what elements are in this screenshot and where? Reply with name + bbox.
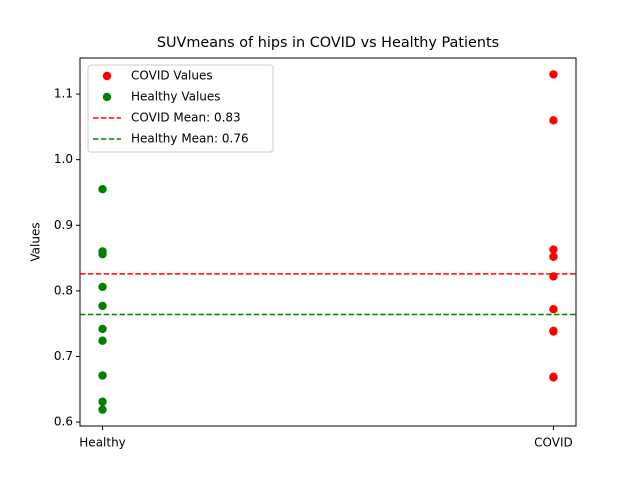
point bbox=[549, 272, 558, 281]
y-tick-label: 1.1 bbox=[54, 87, 73, 101]
legend-box bbox=[87, 64, 274, 153]
point bbox=[98, 397, 107, 406]
x-tick-label: Healthy bbox=[79, 436, 126, 450]
point bbox=[549, 373, 558, 382]
point bbox=[98, 282, 107, 292]
point bbox=[549, 70, 558, 79]
x-tick-label: COVID bbox=[534, 436, 573, 450]
point bbox=[549, 305, 558, 314]
point bbox=[98, 324, 107, 334]
point bbox=[549, 245, 558, 254]
y-tick-label: 0.7 bbox=[54, 349, 73, 363]
legend-label: Healthy Values bbox=[131, 90, 221, 104]
legend-marker bbox=[102, 71, 112, 81]
point bbox=[549, 116, 558, 125]
y-tick-label: 0.6 bbox=[54, 415, 73, 429]
point bbox=[98, 371, 107, 380]
legend-marker bbox=[102, 92, 112, 102]
y-tick-label: 0.8 bbox=[54, 283, 73, 297]
point bbox=[549, 252, 558, 261]
point bbox=[98, 301, 107, 311]
point bbox=[98, 405, 107, 414]
chart-title: SUVmeans of hips in COVID vs Healthy Pat… bbox=[157, 35, 499, 51]
y-tick-label: 1.0 bbox=[54, 152, 73, 166]
legend-label: COVID Values bbox=[131, 69, 213, 83]
plot-area bbox=[79, 57, 577, 427]
point bbox=[98, 249, 107, 259]
y-axis-label: Values bbox=[29, 222, 43, 261]
point bbox=[98, 184, 107, 194]
point bbox=[549, 327, 558, 336]
point bbox=[98, 336, 107, 345]
legend-label: COVID Mean: 0.83 bbox=[131, 111, 241, 125]
y-tick-label: 0.9 bbox=[54, 218, 73, 232]
legend-label: Healthy Mean: 0.76 bbox=[131, 132, 249, 146]
